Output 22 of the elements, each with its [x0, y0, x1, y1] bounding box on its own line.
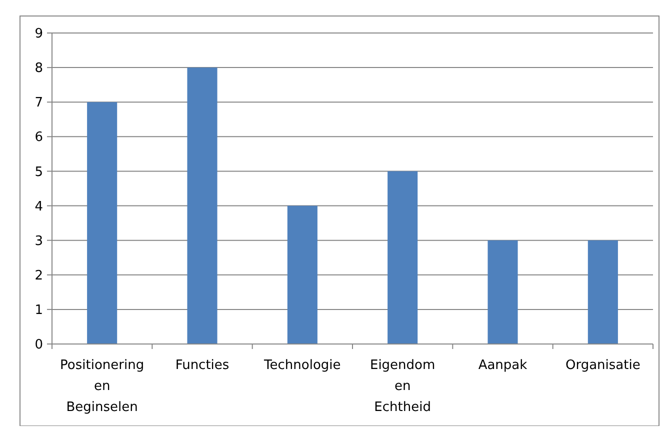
y-tick-label: 9 — [34, 26, 43, 42]
x-tick-label: Eigendom en Echtheid — [370, 358, 436, 415]
y-tick-label: 5 — [34, 164, 43, 180]
x-tick-label: Aanpak — [478, 358, 528, 373]
bar — [287, 206, 318, 344]
bar — [87, 102, 118, 344]
x-tick-label: Organisatie — [565, 358, 640, 373]
bar — [488, 240, 518, 344]
y-tick-label: 4 — [34, 199, 43, 214]
x-tick-label: Technologie — [263, 358, 341, 373]
bar — [187, 68, 218, 344]
y-tick-label: 8 — [34, 61, 43, 76]
bar — [388, 171, 418, 344]
y-tick-label: 1 — [34, 302, 43, 318]
bar — [588, 240, 618, 344]
y-tick-label: 0 — [34, 338, 43, 353]
x-tick-label: Positionering en Beginselen — [60, 358, 144, 415]
y-tick-label: 2 — [34, 268, 43, 284]
x-tick-label: Functies — [175, 358, 230, 373]
y-tick-label: 6 — [34, 130, 43, 146]
y-tick-label: 3 — [34, 234, 43, 249]
y-tick-label: 7 — [34, 96, 43, 111]
